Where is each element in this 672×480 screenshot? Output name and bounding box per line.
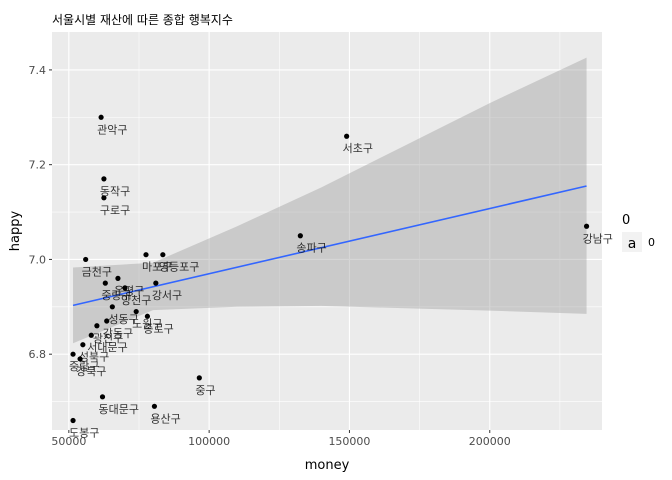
x-tick-label: 200000: [469, 435, 511, 448]
point-label: 은평구: [114, 284, 144, 297]
data-point: [143, 252, 149, 258]
confidence-band: [73, 57, 587, 344]
data-point: [83, 256, 89, 263]
point-label: 서대문구: [87, 341, 127, 354]
y-tick-label: 7.2: [29, 159, 47, 172]
data-point: [70, 351, 76, 357]
point-label: 광진구: [93, 332, 123, 345]
point-label: 동대문구: [99, 403, 139, 416]
y-axis-title: happy: [8, 210, 23, 251]
data-point: [98, 114, 104, 120]
data-point: [80, 342, 86, 348]
point-label: 노원구: [132, 318, 162, 331]
x-axis-ticks: 50000 100000 150000 200000: [51, 430, 511, 448]
point-label: 관악구: [97, 123, 127, 136]
legend-title: 0: [622, 213, 630, 228]
data-point: [77, 356, 83, 362]
point-label: 금천구: [82, 264, 112, 278]
point-label: 용산구: [150, 412, 180, 425]
data-point: [196, 375, 202, 381]
data-points: [70, 114, 590, 424]
data-point: [101, 195, 107, 201]
legend-key-glyph: a: [628, 236, 637, 252]
data-point: [122, 285, 128, 291]
trend-line-path: [72, 185, 587, 307]
x-tick-label: 150000: [328, 435, 370, 448]
point-label: 마포구: [142, 261, 172, 274]
x-tick-label: 50000: [51, 435, 86, 448]
confidence-band-area: [73, 57, 587, 344]
data-point: [70, 417, 76, 424]
data-point: [144, 313, 151, 319]
point-label: 영등포구: [159, 261, 199, 274]
point-label: 강남구: [583, 232, 613, 245]
data-point: [104, 318, 110, 324]
y-tick-label: 7.4: [29, 64, 47, 77]
legend: 0 a 0: [622, 213, 655, 252]
point-label: 송파구: [296, 242, 326, 255]
point-label: 중랑구: [69, 360, 99, 373]
point-label: 강북구: [76, 365, 106, 378]
data-point: [151, 403, 158, 409]
data-point: [101, 176, 107, 182]
data-point: [583, 223, 590, 229]
point-label: 구로구: [100, 204, 130, 217]
data-point: [115, 275, 121, 281]
data-point: [297, 233, 303, 239]
data-point: [102, 280, 108, 286]
point-label: 중구: [195, 384, 215, 397]
point-label: 중랑구: [101, 289, 131, 302]
point-label: 성동구: [108, 313, 138, 326]
data-point: [99, 394, 106, 400]
legend-label: 0: [648, 236, 655, 249]
point-label: 양천구: [121, 293, 151, 307]
point-label: 종로구: [143, 322, 173, 335]
minor-gridlines: [52, 32, 602, 430]
data-point: [109, 304, 115, 310]
plot-panel: [52, 32, 602, 430]
legend-key: [622, 232, 642, 252]
x-tick-label: 100000: [188, 435, 230, 448]
x-axis-title: money: [305, 458, 350, 473]
point-label: 도봉구: [69, 427, 99, 440]
point-label: 동작구: [100, 185, 130, 198]
point-label: 서초구: [343, 142, 373, 155]
data-point: [160, 252, 166, 258]
data-point: [153, 280, 159, 286]
point-label: 강동구: [103, 327, 133, 340]
y-tick-label: 6.8: [29, 348, 47, 361]
data-point: [88, 332, 94, 338]
major-gridlines: [52, 32, 602, 430]
data-point: [133, 308, 139, 315]
point-label: 성북구: [79, 351, 109, 364]
y-axis-ticks: 6.8 7.0 7.2 7.4: [29, 64, 52, 361]
data-point: [94, 323, 100, 329]
point-label: 강서구: [152, 289, 182, 302]
data-point: [344, 133, 350, 139]
trend-line: [72, 185, 587, 307]
chart-title: 서울시별 재산에 따른 종합 행복지수: [52, 12, 233, 27]
y-tick-label: 7.0: [29, 253, 47, 266]
